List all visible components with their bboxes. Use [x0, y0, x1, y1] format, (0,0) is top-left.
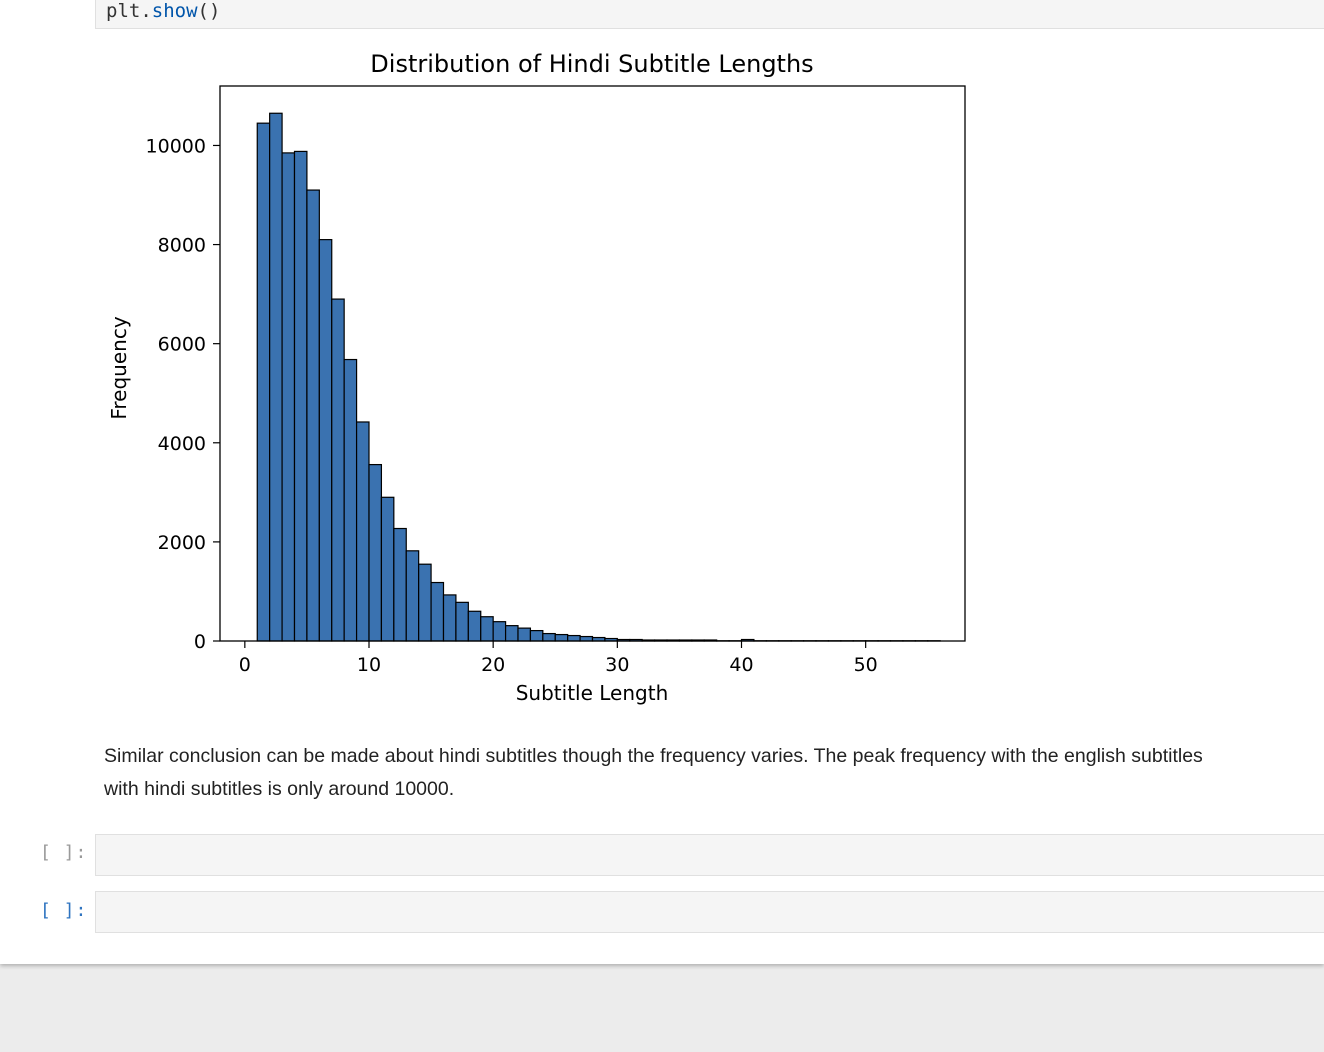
y-tick-label: 6000 [158, 334, 206, 356]
histogram-bar [380, 496, 395, 642]
histogram-bar [393, 527, 407, 642]
histogram-bar [281, 152, 296, 642]
x-axis-label: Subtitle Length [516, 681, 669, 705]
y-tick-label: 4000 [158, 433, 206, 455]
empty-code-cell-2[interactable] [95, 891, 1324, 933]
histogram-bar [318, 239, 333, 642]
histogram-bar [542, 632, 556, 642]
x-tick-label: 10 [357, 654, 381, 676]
cell-prompt-1: [ ]: [40, 842, 88, 863]
y-axis: 0 2000 4000 6000 8000 10000 [146, 135, 220, 653]
chart-title: Distribution of Hindi Subtitle Lengths [370, 50, 813, 78]
code-cell-input[interactable]: plt.show() [95, 0, 1324, 29]
histogram-bar [554, 633, 569, 642]
histogram-bar [269, 112, 283, 642]
histogram-bar [455, 601, 469, 642]
histogram-bar [306, 189, 320, 642]
code-parens: () [197, 0, 221, 22]
y-tick-label: 10000 [146, 135, 206, 157]
y-tick-label: 2000 [158, 532, 206, 554]
code-object: plt [106, 0, 141, 22]
histogram-bar [418, 563, 432, 642]
histogram-bar [331, 298, 345, 642]
code-method: show [151, 0, 198, 22]
histogram-bar [442, 594, 457, 642]
histogram-bar [293, 150, 308, 642]
histogram-bar [567, 634, 581, 642]
histogram-bar [517, 627, 532, 642]
code-dot: . [140, 0, 152, 22]
histogram-bar [256, 122, 271, 642]
bars-group [256, 112, 941, 642]
histogram-chart: Distribution of Hindi Subtitle Lengths 0… [107, 50, 966, 705]
x-tick-label: 20 [481, 654, 505, 676]
y-axis-label: Frequency [107, 316, 131, 419]
histogram-bar [368, 463, 383, 642]
x-tick-label: 50 [854, 654, 878, 676]
x-tick-label: 0 [239, 654, 251, 676]
histogram-bar [355, 421, 370, 642]
empty-code-cell-1[interactable] [95, 834, 1324, 876]
x-tick-label: 30 [605, 654, 629, 676]
cell-prompt-2: [ ]: [40, 900, 88, 921]
chart-output: Distribution of Hindi Subtitle Lengths 0… [100, 40, 980, 720]
histogram-bar [480, 616, 494, 642]
plot-frame [219, 85, 966, 642]
histogram-bar [343, 358, 358, 642]
x-tick-label: 40 [729, 654, 753, 676]
histogram-bar [405, 550, 420, 642]
notebook-panel: plt.show() Distribution of Hindi Subtitl… [0, 0, 1324, 964]
markdown-cell: Similar conclusion can be made about hin… [104, 740, 1324, 806]
histogram-bar [579, 635, 594, 642]
markdown-line-1: Similar conclusion can be made about hin… [104, 745, 1203, 767]
histogram-bar [492, 621, 507, 642]
markdown-line-2: with hindi subtitles is only around 1000… [104, 778, 455, 800]
y-tick-label: 8000 [158, 235, 206, 257]
x-axis: 0 10 20 30 40 50 [239, 641, 878, 676]
histogram-bar [504, 625, 519, 642]
histogram-bar [430, 581, 445, 642]
y-tick-label: 0 [194, 631, 206, 653]
histogram-bar [467, 610, 482, 642]
histogram-bar [529, 629, 544, 642]
